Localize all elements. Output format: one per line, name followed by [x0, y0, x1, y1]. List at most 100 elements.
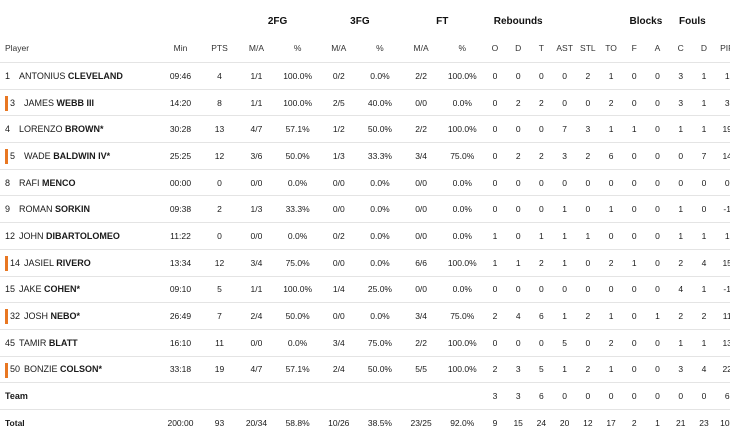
total-f: 2	[631, 418, 637, 429]
player-cell[interactable]: 3 JAMES WEBB III	[0, 89, 158, 116]
player-cell[interactable]: 9 ROMAN SORKIN	[0, 196, 158, 223]
stat-pts: 2	[217, 204, 222, 215]
col-reb-o[interactable]: O	[491, 43, 499, 53]
stat-t: 0	[539, 124, 544, 135]
col-to[interactable]: TO	[605, 43, 617, 53]
col-2fg-pct[interactable]: %	[293, 43, 302, 53]
player-cell[interactable]: 8 RAFI MENCO	[0, 169, 158, 196]
team-d: 3	[515, 391, 521, 402]
player-first-name: JAKE	[19, 284, 42, 295]
col-blk-a[interactable]: A	[654, 43, 661, 53]
stat-fg3_ma: 0/0	[332, 257, 345, 268]
player-row[interactable]: 50 BONZIE COLSON* 33:18 19 4/7 57.1% 2/4 50.0% 5…	[0, 356, 730, 383]
player-number: 3	[10, 97, 16, 108]
stat-fg3_ma: 3/4	[332, 337, 345, 348]
stat-to: 2	[608, 257, 614, 268]
stat-d: 1	[515, 257, 521, 268]
col-reb-t[interactable]: T	[538, 43, 544, 53]
player-row[interactable]: 9 ROMAN SORKIN 09:38 2 1/3 33.3% 0/0 0.0% 0/0 0.0…	[0, 195, 730, 223]
stat-ast: 1	[562, 230, 567, 241]
stat-fd: 0	[701, 204, 707, 215]
player-number: 14	[10, 257, 21, 268]
stat-fd: 7	[701, 150, 707, 161]
stat-fg2_ma: 0/0	[250, 337, 263, 348]
player-cell[interactable]: 5 WADE BALDWIN IV*	[0, 143, 158, 170]
stat-pts: 12	[214, 257, 225, 268]
player-row[interactable]: 14 JASIEL RIVERO 13:34 12 3/4 75.0% 0/0 0.0% 6/6…	[0, 249, 730, 276]
team-o: 3	[492, 391, 498, 402]
stat-fg2_ma: 1/3	[250, 204, 263, 215]
player-last-name: BROWN*	[65, 124, 104, 135]
group-rebounds: Rebounds	[493, 15, 543, 27]
player-cell[interactable]: 1 ANTONIUS CLEVELAND	[0, 63, 158, 90]
stat-to: 0	[608, 284, 614, 295]
stat-fd: 1	[701, 124, 707, 135]
stat-pir: 1	[724, 230, 730, 241]
stat-pir: 3	[724, 97, 730, 108]
stat-fg2_pct: 33.3%	[285, 204, 310, 215]
col-min[interactable]: Min	[173, 43, 188, 53]
group-header-row: 2FG 3FG FT Rebounds Blocks Fouls	[0, 8, 730, 34]
stat-c: 1	[678, 230, 684, 241]
player-row[interactable]: 8 RAFI MENCO 00:00 0 0/0 0.0% 0/0 0.0% 0/0 0.0% 0 0…	[0, 169, 730, 196]
col-pts[interactable]: PTS	[211, 43, 228, 53]
col-player[interactable]: Player	[5, 43, 30, 53]
stat-ast: 0	[562, 284, 567, 295]
col-ast[interactable]: AST	[556, 43, 573, 53]
stat-ft_ma: 2/2	[415, 70, 428, 81]
player-row[interactable]: 45 TAMIR BLATT 16:10 11 0/0 0.0% 3/4 75.0% 2/2 10…	[0, 329, 730, 356]
stat-to: 0	[608, 177, 614, 188]
col-pir[interactable]: PIR	[720, 43, 730, 53]
player-row[interactable]: 1 ANTONIUS CLEVELAND 09:46 4 1/1 100.0% 0/2 0.0…	[0, 62, 730, 90]
stat-ft_ma: 0/0	[415, 204, 428, 215]
stat-d: 4	[515, 311, 521, 322]
player-cell[interactable]: 12 JOHN DIBARTOLOMEO	[0, 223, 158, 250]
col-foul-c[interactable]: C	[677, 43, 684, 53]
stat-o: 1	[492, 257, 498, 268]
stat-ft_ma: 0/0	[415, 177, 428, 188]
player-row[interactable]: 5 WADE BALDWIN IV* 25:25 12 3/6 50.0% 1/3 33.3%…	[0, 142, 730, 170]
stat-fg3_pct: 33.3%	[367, 150, 392, 161]
col-2fg-ma[interactable]: M/A	[248, 43, 265, 53]
stat-fg3_ma: 1/2	[332, 124, 345, 135]
total-pts: 93	[214, 418, 225, 429]
stat-ft_ma: 2/2	[415, 337, 428, 348]
stat-ft_pct: 100.0%	[447, 364, 477, 375]
col-blk-f[interactable]: F	[631, 43, 637, 53]
player-row[interactable]: 12 JOHN DIBARTOLOMEO 11:22 0 0/0 0.0% 0/2 0.0% 0…	[0, 222, 730, 250]
boxscore-table: 2FG 3FG FT Rebounds Blocks Fouls Player …	[0, 8, 730, 436]
player-cell[interactable]: 4 LORENZO BROWN*	[0, 116, 158, 143]
stat-fg3_pct: 25.0%	[367, 284, 392, 295]
stat-pts: 7	[217, 311, 222, 322]
stat-d: 0	[515, 177, 521, 188]
stat-t: 2	[539, 150, 544, 161]
player-row[interactable]: 15 JAKE COHEN* 09:10 5 1/1 100.0% 1/4 25.0% 0/0 0…	[0, 276, 730, 303]
stat-fg3_ma: 0/0	[332, 311, 345, 322]
stat-ft_pct: 0.0%	[452, 284, 472, 295]
player-cell[interactable]: 45 TAMIR BLATT	[0, 329, 158, 356]
col-3fg-pct[interactable]: %	[376, 43, 384, 53]
player-cell[interactable]: 50 BONZIE COLSON*	[0, 356, 158, 383]
team-t: 6	[539, 391, 544, 402]
stat-fg2_ma: 3/6	[250, 150, 263, 161]
stat-o: 0	[492, 337, 498, 348]
stat-ft_pct: 100.0%	[447, 70, 477, 81]
col-ft-ma[interactable]: M/A	[413, 43, 429, 53]
col-stl[interactable]: STL	[580, 43, 596, 53]
col-3fg-ma[interactable]: M/A	[331, 43, 347, 53]
player-row[interactable]: 4 LORENZO BROWN* 30:28 13 4/7 57.1% 1/2 50.0% 2/…	[0, 115, 730, 143]
player-row[interactable]: 3 JAMES WEBB III 14:20 8 1/1 100.0% 2/5 40.0% 0/…	[0, 89, 730, 116]
stat-min: 14:20	[169, 97, 192, 108]
col-reb-d[interactable]: D	[515, 43, 522, 53]
player-cell[interactable]: 32 JOSH NEBO*	[0, 303, 158, 330]
stat-d: 0	[515, 284, 521, 295]
col-ft-pct[interactable]: %	[458, 43, 467, 53]
player-row[interactable]: 32 JOSH NEBO* 26:49 7 2/4 50.0% 0/0 0.0% 3/4 75.0…	[0, 302, 730, 330]
player-first-name: JAMES	[24, 97, 55, 108]
stat-fg3_pct: 0.0%	[370, 177, 390, 188]
col-foul-d[interactable]: D	[700, 43, 708, 53]
stat-d: 2	[515, 150, 521, 161]
total-ft-ma: 23/25	[410, 418, 432, 429]
player-cell[interactable]: 15 JAKE COHEN*	[0, 276, 158, 303]
player-cell[interactable]: 14 JASIEL RIVERO	[0, 249, 158, 276]
